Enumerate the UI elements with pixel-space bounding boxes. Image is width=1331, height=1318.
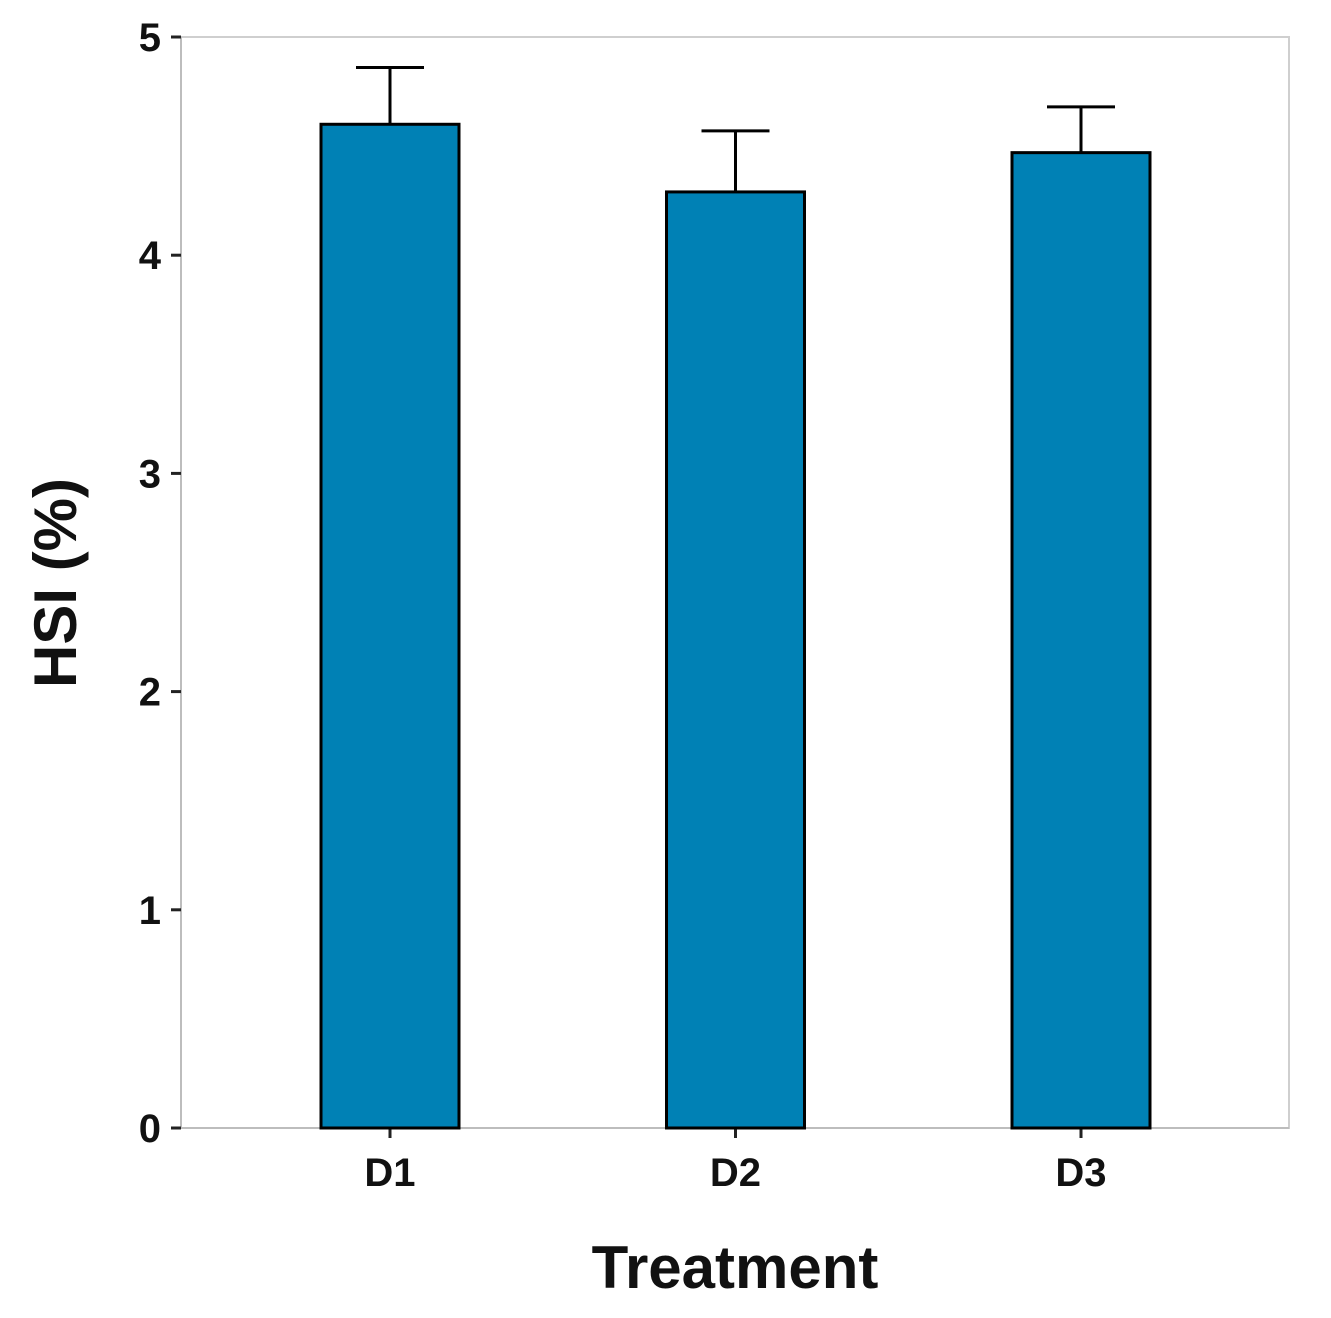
bar-d1 — [319, 122, 461, 1130]
y-tick-label: 4 — [139, 234, 162, 278]
x-tick-label: D2 — [710, 1151, 761, 1195]
y-tick-label: 1 — [139, 889, 161, 933]
error-bar-series — [356, 66, 1115, 192]
bar-d2 — [665, 190, 806, 1130]
bar-d3 — [1010, 151, 1152, 1130]
x-tick-label: D3 — [1055, 1151, 1106, 1195]
y-tick-label: 3 — [139, 452, 161, 496]
x-tick-label: D1 — [364, 1151, 415, 1195]
x-axis-title: Treatment — [592, 1234, 879, 1301]
y-tick-label: 2 — [139, 671, 161, 715]
y-axis-title: HSI (%) — [22, 478, 89, 688]
x-axis-ticks: D1 D2 D3 — [364, 1128, 1107, 1195]
y-axis-ticks: 0 1 2 3 4 5 — [139, 16, 181, 1151]
y-tick-label: 5 — [139, 16, 161, 60]
bar-series — [319, 122, 1152, 1130]
y-tick-label: 0 — [139, 1107, 161, 1151]
